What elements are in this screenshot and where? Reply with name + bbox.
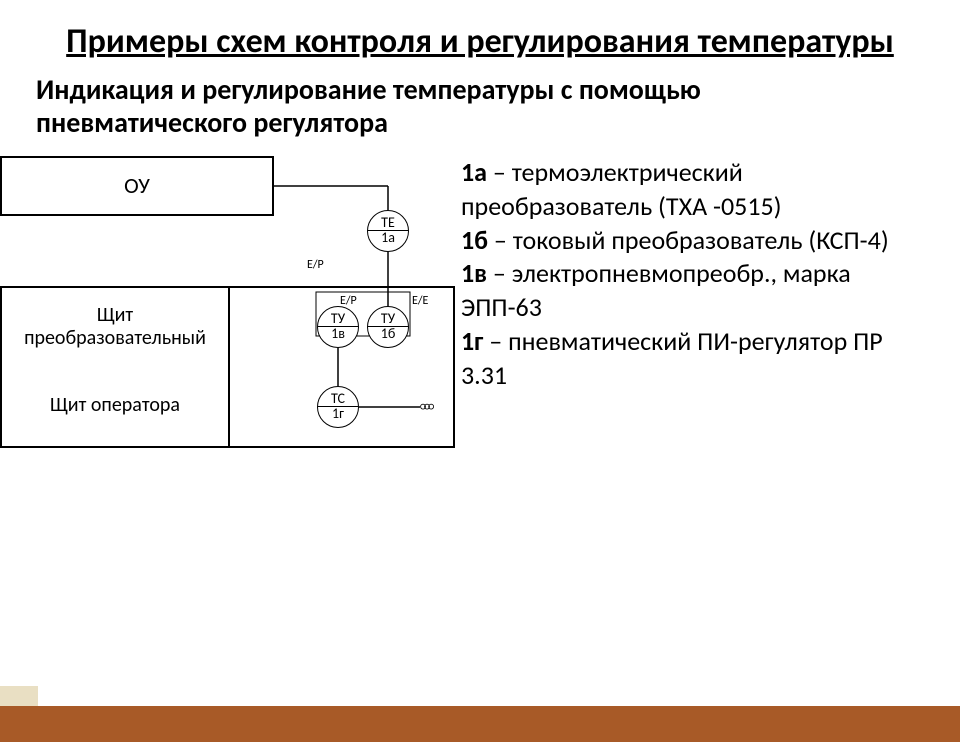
legend-1g: 1г – пневматический ПИ-регулятор ПР 3.31 (461, 325, 930, 393)
schematic-diagram: ОУ Щит преобразовательный Щит оператора … (0, 156, 455, 476)
label-ee: E/E (412, 294, 428, 308)
legend-1a: 1а – термоэлектрический преобразователь … (461, 156, 930, 224)
footer-bar (0, 706, 960, 742)
ou-box: ОУ (0, 156, 274, 216)
node-ty1b-bot: 1б (381, 327, 396, 341)
content-row: ОУ Щит преобразовательный Щит оператора … (0, 156, 960, 476)
row2-label: Щит преобразовательный (2, 288, 230, 366)
node-te-1a: ТЕ 1а (367, 210, 409, 252)
node-ty-1b: ТУ 1б (367, 306, 409, 348)
legend-1b: 1б – токовый преобразователь (КСП-4) (461, 224, 930, 258)
node-ty-1v: ТУ 1в (317, 306, 359, 348)
label-ep-mid: E/P (340, 294, 357, 308)
node-tc-top: ТС (331, 392, 345, 406)
page-subtitle: Индикация и регулирование температуры с … (36, 73, 900, 140)
node-ty1v-top: ТУ (331, 312, 345, 326)
label-ep-top: E/P (307, 258, 324, 272)
node-tc-1g: ТС 1г (317, 386, 359, 428)
row3-label: Щит оператора (2, 366, 230, 446)
node-te-top: ТЕ (381, 216, 395, 230)
node-ty1b-top: ТУ (381, 312, 395, 326)
page-title: Примеры схем контроля и регулирования те… (40, 22, 920, 63)
row-operator-panel: Щит оператора (0, 366, 455, 448)
dots-indicator: ○○○ (420, 400, 432, 413)
footer-accent (0, 686, 38, 706)
node-tc-bot: 1г (332, 407, 344, 421)
node-ty1v-bot: 1в (331, 327, 345, 341)
ou-label: ОУ (124, 172, 150, 199)
legend-block: 1а – термоэлектрический преобразователь … (455, 156, 930, 393)
node-te-bot: 1а (381, 231, 395, 245)
legend-1v: 1в – электропневмопреобр., марка ЭПП-63 (461, 257, 930, 325)
